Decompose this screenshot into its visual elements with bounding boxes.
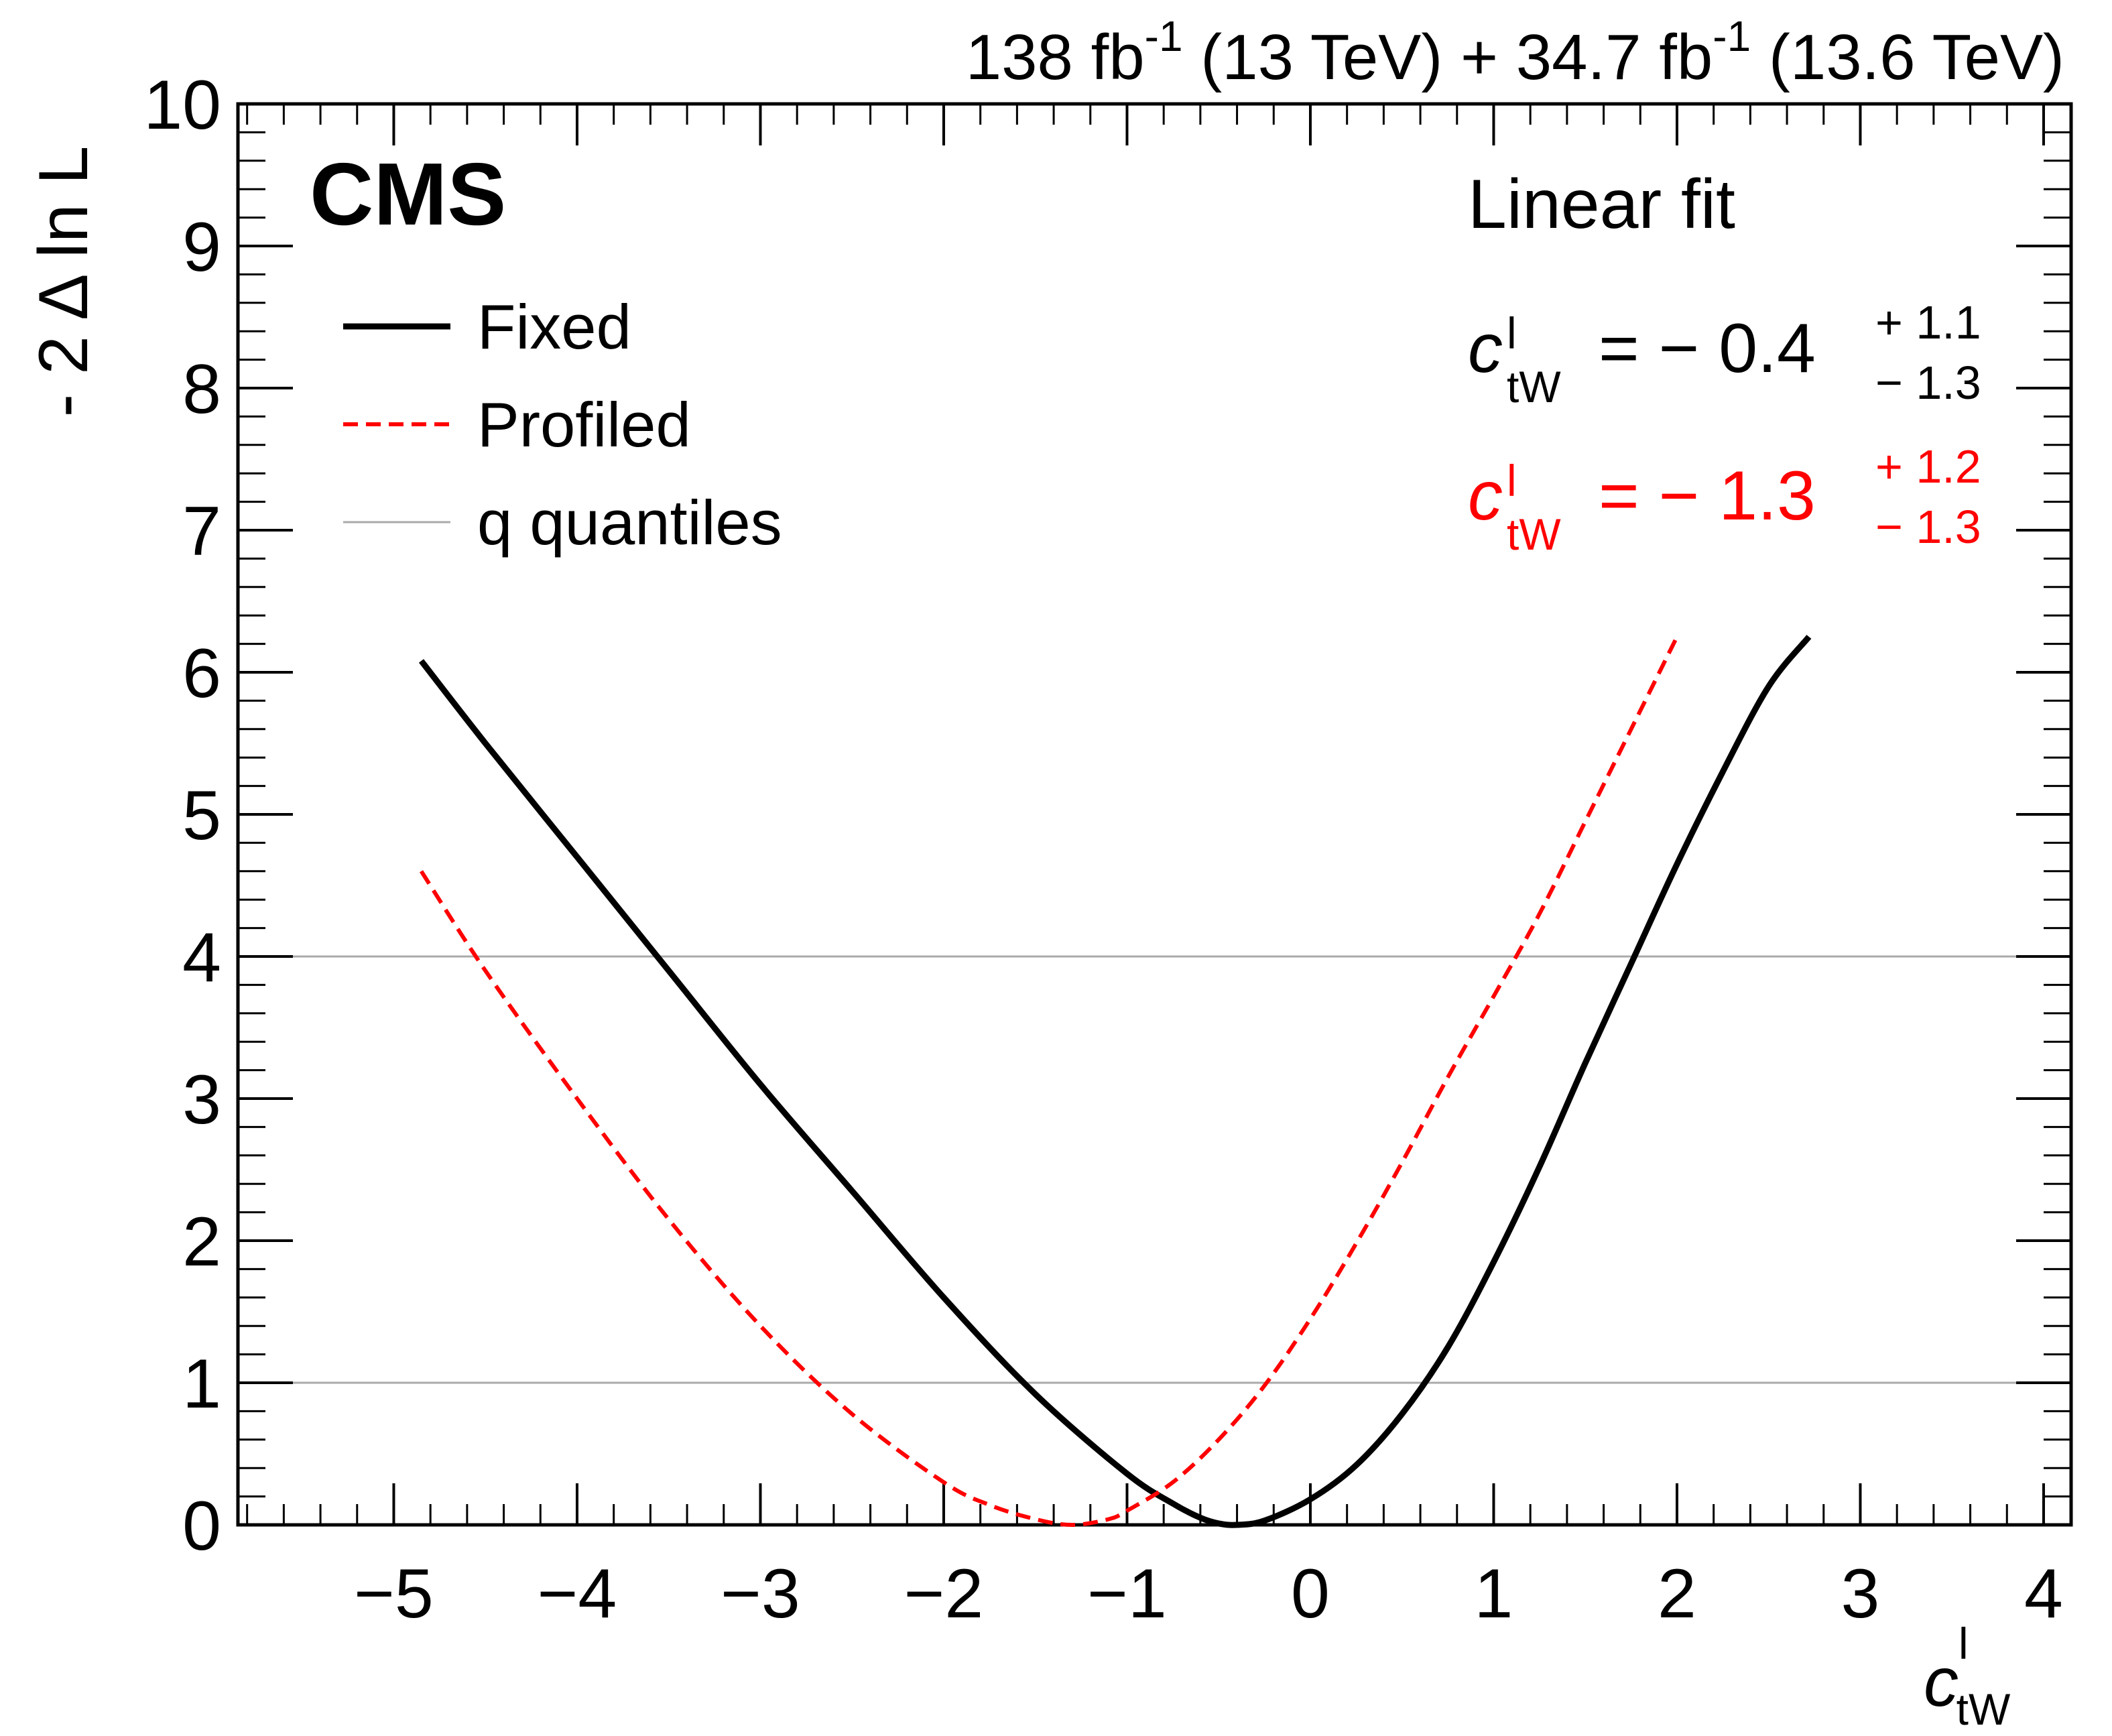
quantile-lines (238, 955, 2071, 1384)
x-tick-label: 4 (2024, 1555, 2063, 1633)
result-fixed-symbol: c (1468, 310, 1503, 387)
result-profiled-superscript: l (1507, 456, 1517, 505)
result-profiled: c l tW = − 1.3 + 1.2 − 1.3 (1468, 440, 1981, 559)
x-tick-label: −2 (904, 1555, 984, 1633)
x-axis-symbol: c (1924, 1644, 1959, 1721)
y-tick-label: 0 (182, 1487, 221, 1565)
y-tick-label: 1 (182, 1345, 221, 1423)
result-profiled-plus-error: + 1.2 (1875, 440, 1981, 493)
result-profiled-minus-error: − 1.3 (1875, 501, 1981, 553)
y-tick-label: 6 (182, 635, 221, 712)
y-tick-label: 7 (182, 493, 221, 570)
y-tick-label: 8 (182, 351, 221, 428)
x-tick-label: −5 (354, 1555, 434, 1633)
x-axis-subscript: tW (1956, 1684, 2011, 1734)
series-line-fixed (418, 635, 1812, 1528)
lumi-sup1: -1 (1145, 12, 1183, 60)
result-profiled-subscript: tW (1507, 509, 1561, 559)
lumi-part2: (13 TeV) + 34.7 fb (1183, 21, 1713, 93)
x-tick-label: −1 (1087, 1555, 1167, 1633)
lumi-part3: (13.6 TeV) (1751, 21, 2064, 93)
experiment-label: CMS (310, 145, 506, 243)
series-line-profiled (419, 635, 1679, 1527)
result-fixed-subscript: tW (1507, 362, 1561, 412)
lumi-sup2: -1 (1713, 12, 1751, 60)
x-axis-superscript: l (1959, 1619, 1969, 1668)
x-axis-title: cl tW (1924, 1619, 2011, 1734)
result-fixed: c l tW = − 0.4 + 1.1 − 1.3 (1468, 296, 1981, 412)
x-tick-label: 3 (1841, 1555, 1880, 1633)
legend-label-fixed: Fixed (477, 292, 631, 362)
curves (418, 635, 1812, 1528)
y-tick-label: 10 (143, 66, 221, 144)
y-axis-title: - 2 Δ ln L (25, 146, 103, 418)
legend: Fixed Profiled q quantiles (343, 292, 782, 558)
y-tick-label: 3 (182, 1061, 221, 1139)
axis-ticks (238, 103, 2071, 1526)
legend-label-quantiles: q quantiles (477, 487, 782, 558)
y-tick-label: 2 (182, 1203, 221, 1281)
axis-tick-labels: −5 −4 −3 −2 −1 0 1 2 3 4 0 1 2 3 4 5 6 7 8 9 10 (143, 66, 2063, 1633)
result-profiled-symbol: c (1468, 457, 1503, 535)
result-fixed-minus-error: − 1.3 (1875, 357, 1981, 409)
x-tick-label: −4 (538, 1555, 617, 1633)
x-tick-label: 2 (1658, 1555, 1696, 1633)
result-profiled-value: = − 1.3 (1599, 457, 1816, 535)
legend-label-profiled: Profiled (477, 389, 691, 460)
fit-label: Linear fit (1468, 166, 1735, 243)
result-fixed-superscript: l (1507, 308, 1517, 358)
x-tick-label: −3 (721, 1555, 800, 1633)
result-fixed-plus-error: + 1.1 (1875, 296, 1981, 349)
lumi-part1: 138 fb (966, 21, 1145, 93)
x-tick-label: 0 (1291, 1555, 1330, 1633)
result-fixed-value: = − 0.4 (1599, 310, 1816, 387)
x-tick-label: 1 (1475, 1555, 1513, 1633)
lumi-label: 138 fb-1 (13 TeV) + 34.7 fb-1 (13.6 TeV) (966, 12, 2064, 93)
y-tick-label: 4 (182, 919, 221, 997)
y-tick-label: 5 (182, 777, 221, 855)
y-tick-label: 9 (182, 208, 221, 286)
